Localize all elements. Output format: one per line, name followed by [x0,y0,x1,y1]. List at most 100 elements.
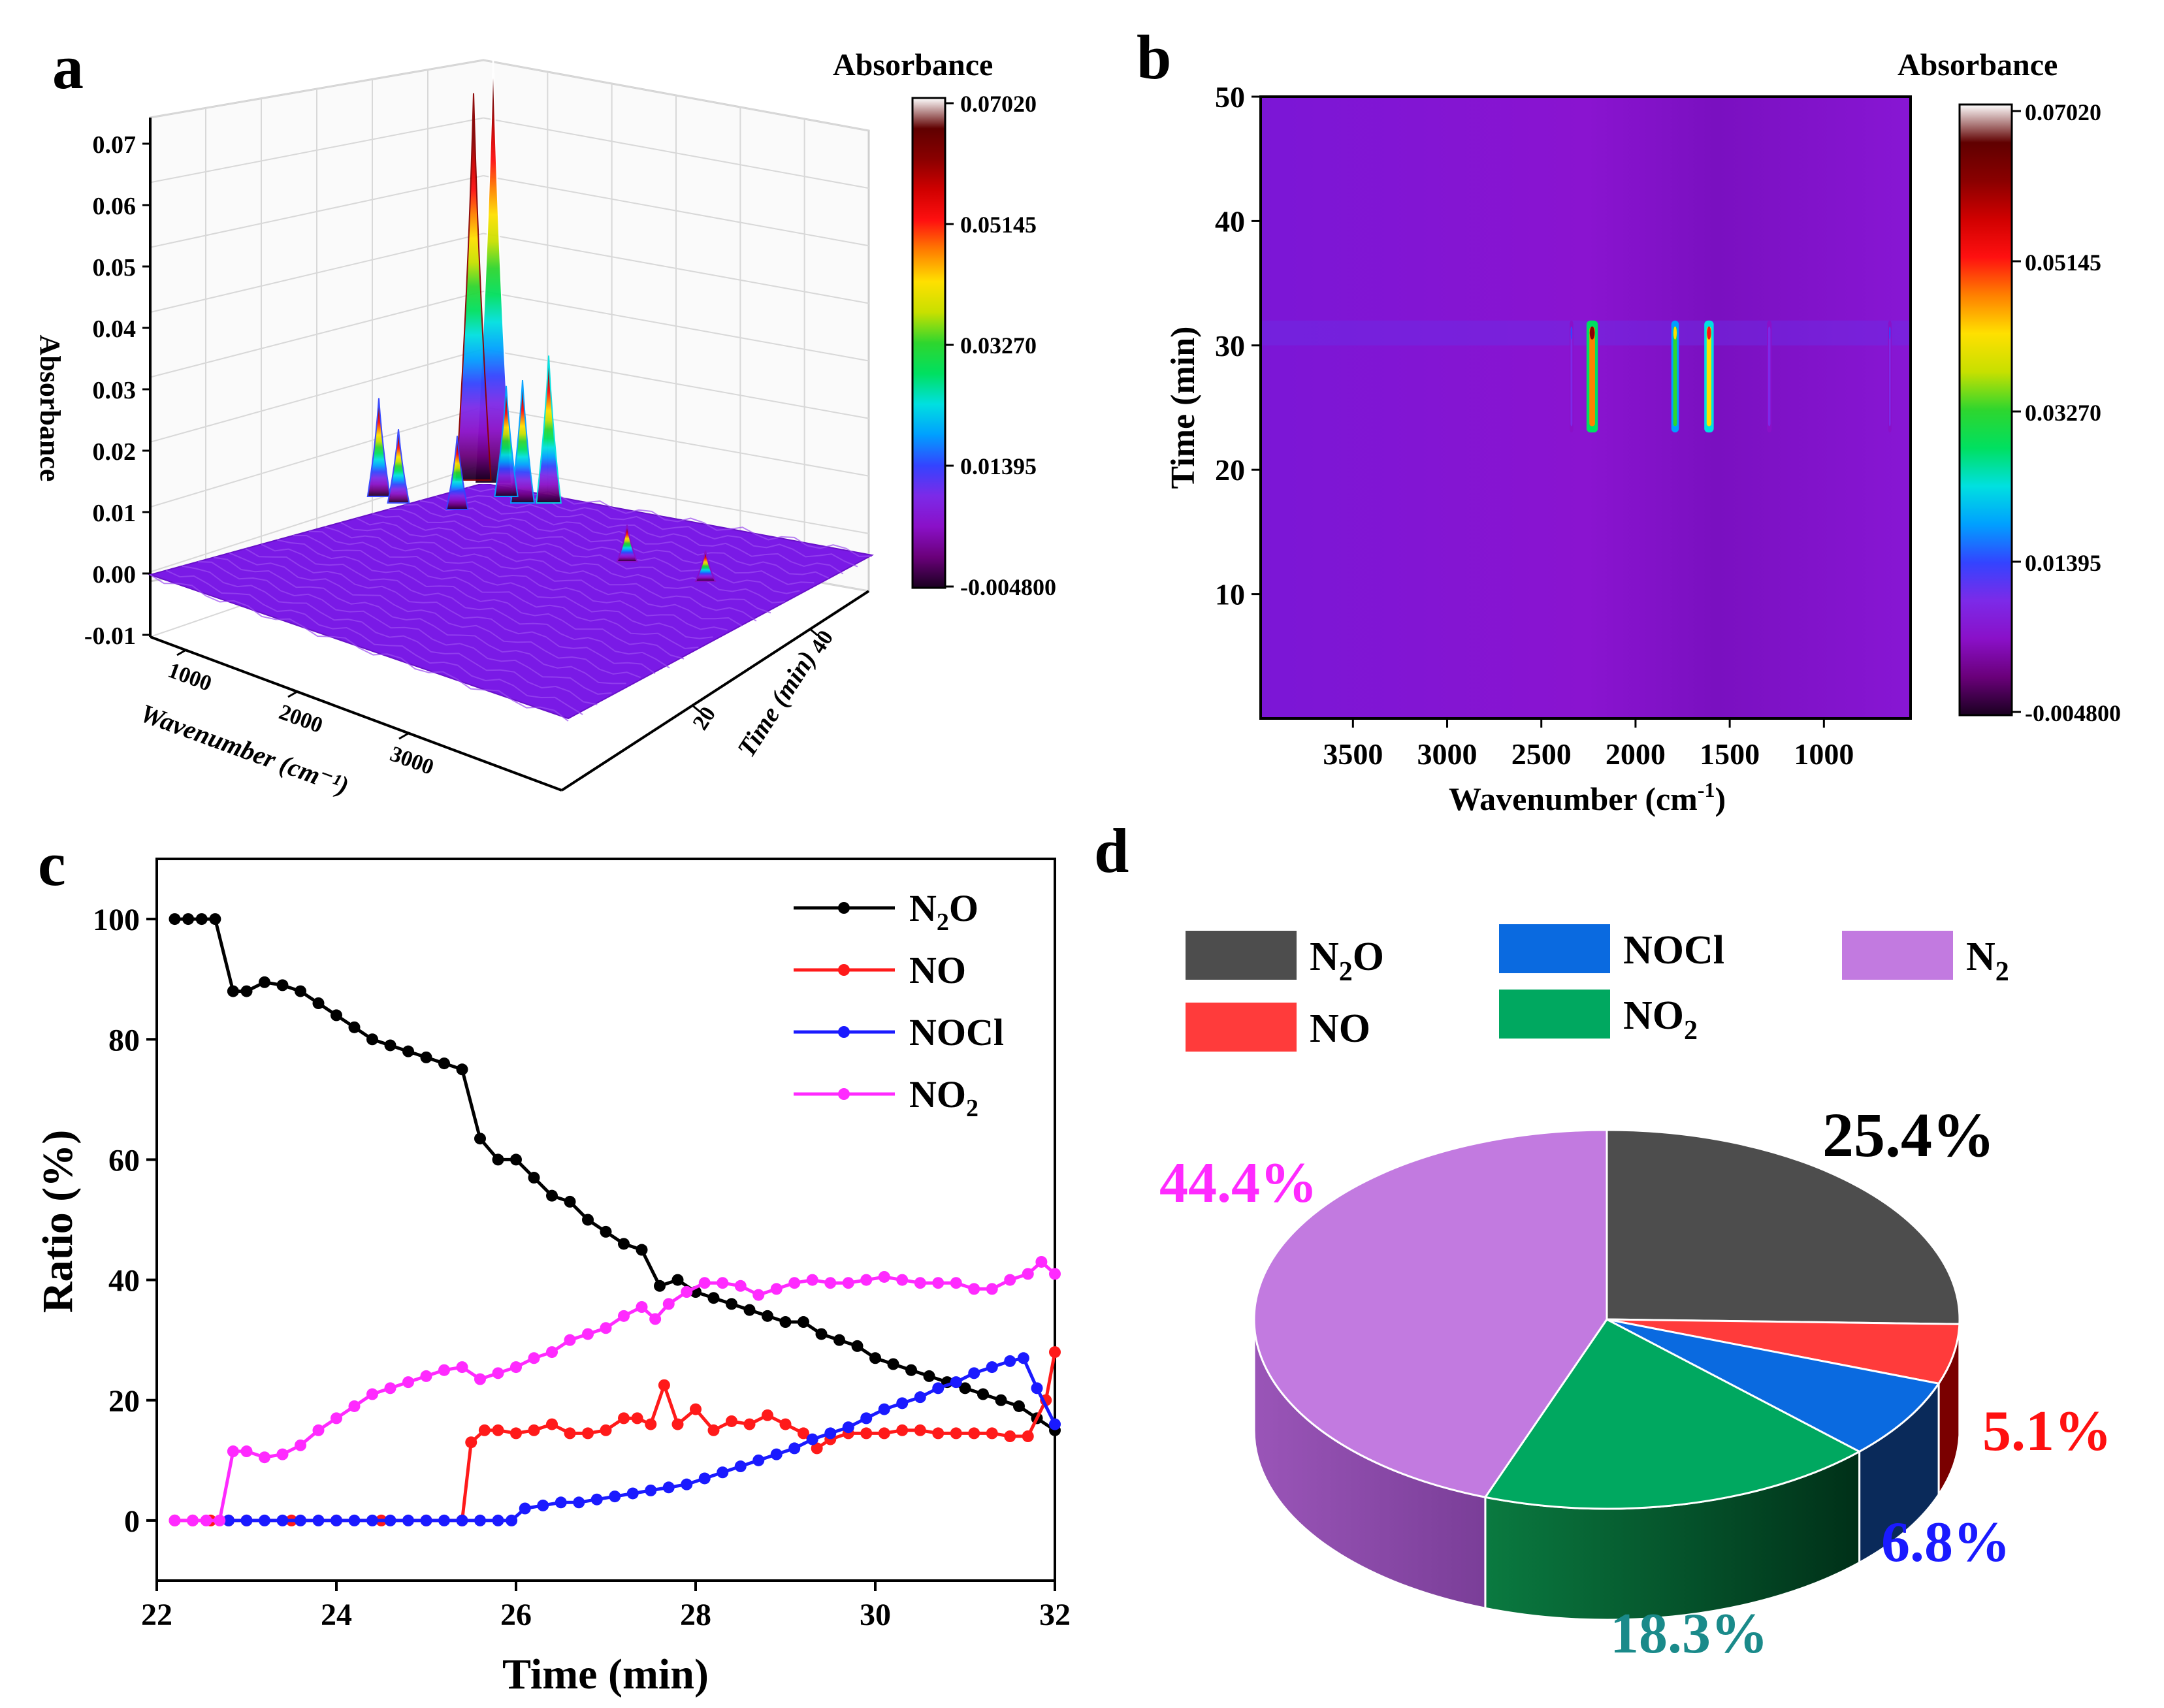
data-point [824,1277,837,1289]
data-point [860,1427,873,1440]
zaxis-tick-label: 0.01 [93,500,137,527]
data-point [582,1328,594,1340]
series-N2O [169,913,1061,1436]
data-point [384,1514,396,1526]
absorbance-band-hot [1589,326,1595,340]
data-point [896,1274,909,1286]
data-point [331,1514,342,1526]
data-point [474,1514,486,1526]
data-point [465,1436,477,1449]
legend-label: NOCl [1623,928,1724,973]
zaxis-tick-label: 0.06 [93,193,137,220]
data-point [259,1451,270,1464]
data-point [887,1358,899,1370]
xaxis-tick-label: 2500 [1511,737,1572,771]
data-point [402,1045,414,1057]
data-point [600,1225,612,1238]
surface-ridge [165,570,583,715]
data-point [312,1424,325,1436]
data-point [671,1418,684,1430]
yaxis-tick-label: 60 [108,1143,140,1178]
data-point [492,1367,504,1379]
surface-ridge [388,508,786,604]
yaxis-tick-label: 30 [1215,329,1245,363]
data-point [717,1277,729,1289]
absorbance-band-core [1888,327,1891,427]
data-point [995,1394,1007,1406]
data-point [743,1418,756,1430]
colorbar-tick-label: 0.03270 [2025,400,2101,426]
data-point [752,1454,765,1466]
data-point [636,1244,648,1256]
absorbance-peak [494,385,519,497]
data-point [1049,1268,1061,1280]
data-point [348,1400,361,1412]
data-point [528,1352,540,1364]
data-point [492,1424,504,1436]
panel-b-colorbar-title: Absorbance [1898,48,2058,82]
panel-c-ylabel: Ratio (%) [34,1130,82,1313]
data-point [366,1514,378,1526]
data-point [600,1322,612,1334]
panel-b-frame [1259,95,1912,720]
series-NOCl [223,1352,1061,1526]
pie-slice-NOCl [1606,1318,1941,1453]
data-point [295,1514,306,1526]
data-point [824,1427,837,1440]
data-point [662,1298,675,1310]
data-point [752,1289,765,1301]
legend-swatch [1186,1003,1297,1052]
data-point [726,1298,737,1310]
legend-label: NO2 [1623,993,1698,1046]
data-point [240,1445,253,1458]
data-point [654,1280,666,1292]
data-point [636,1301,648,1313]
surface-ridge [372,513,771,614]
data-point [842,1421,854,1434]
surface-ridge [213,556,626,685]
panel-a-yaxis [560,590,870,792]
data-point [986,1283,998,1295]
absorbance-peak [387,429,410,504]
zaxis-tick-label: -0.01 [84,622,136,650]
data-point [510,1427,522,1440]
data-point [950,1277,962,1289]
data-point [546,1346,558,1359]
data-point [762,1310,773,1322]
zaxis-tick-label: 0.00 [93,561,137,588]
data-point [788,1277,801,1289]
data-point [815,1328,828,1340]
data-point [259,976,270,988]
zaxis-tick-label: 0.05 [93,254,137,282]
data-point [276,979,289,991]
xaxis-tick-label: 30 [860,1598,891,1632]
panel-a-gridlines [150,59,869,637]
surface-ridge [308,530,713,639]
data-point [456,1063,468,1076]
panel-b: b 3500 3000 2500 2000 1500 1000 50 40 30 20 10 Wa… [1137,22,2121,817]
data-point [779,1418,792,1430]
data-point [878,1427,890,1440]
yaxis-tick-label: 0 [124,1504,140,1539]
data-point [658,1379,670,1391]
data-point [690,1403,702,1415]
legend-swatch [1186,931,1297,980]
pct-label-N2: 44.4% [1159,1152,1317,1215]
panel-b-xlabel: Wavenumber (cm-1) [1449,778,1726,817]
data-point [806,1433,818,1445]
data-point [420,1051,432,1063]
xaxis-tick [176,649,187,656]
data-point [276,1514,289,1526]
zaxis-tick-label: 0.03 [93,377,137,404]
series-NO2 [169,1255,1061,1526]
data-point [384,1382,396,1394]
data-point [295,1439,306,1451]
colorbar-tick-label: 0.07020 [2025,99,2101,125]
data-point [770,1448,783,1460]
data-point [1022,1268,1034,1280]
surface-ridge [261,543,670,669]
heatmap-time-band [1261,320,1911,346]
data-point [276,1448,289,1460]
data-point [779,1316,792,1329]
data-point [914,1391,926,1404]
